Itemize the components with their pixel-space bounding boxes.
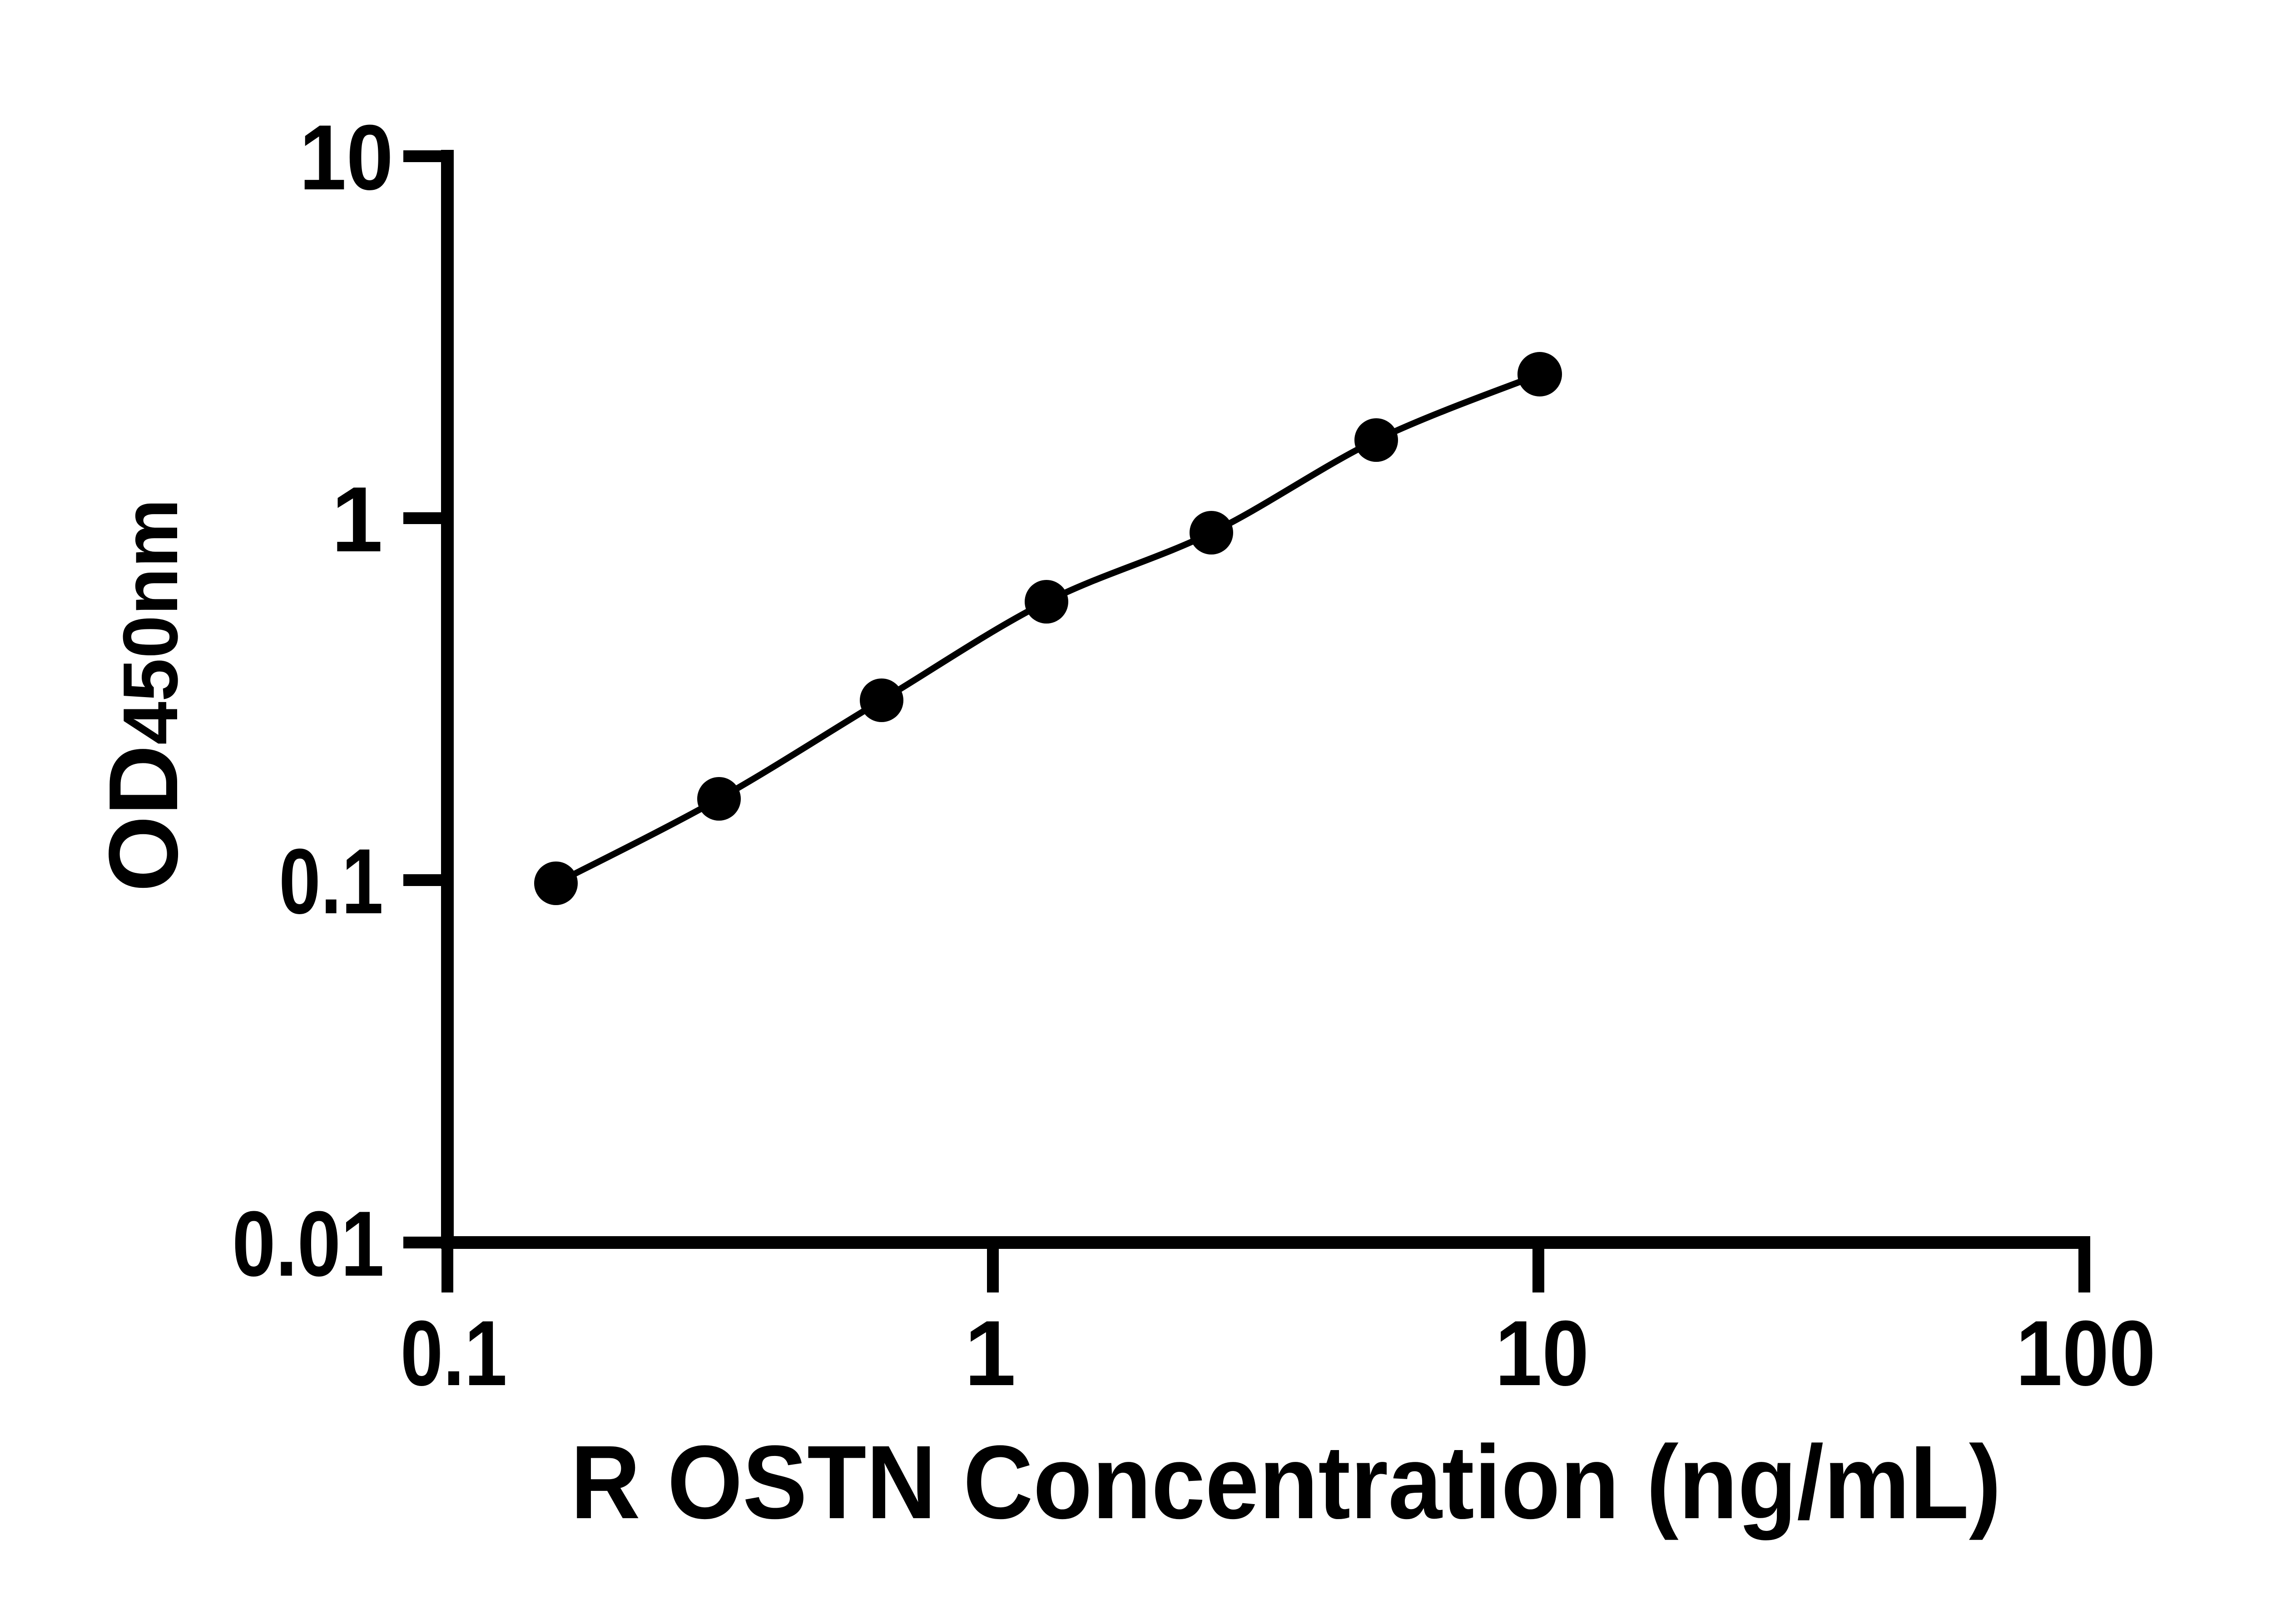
svg-text:1: 1 xyxy=(332,468,383,571)
svg-text:R OSTN Concentration (ng/mL): R OSTN Concentration (ng/mL) xyxy=(570,1424,2001,1540)
svg-text:0.1: 0.1 xyxy=(279,830,383,933)
svg-text:10: 10 xyxy=(299,106,393,209)
svg-text:0.01: 0.01 xyxy=(232,1192,384,1296)
svg-text:10: 10 xyxy=(1495,1302,1589,1405)
svg-text:100: 100 xyxy=(2016,1302,2156,1405)
svg-text:0.1: 0.1 xyxy=(401,1302,507,1405)
svg-text:1: 1 xyxy=(964,1302,1016,1405)
